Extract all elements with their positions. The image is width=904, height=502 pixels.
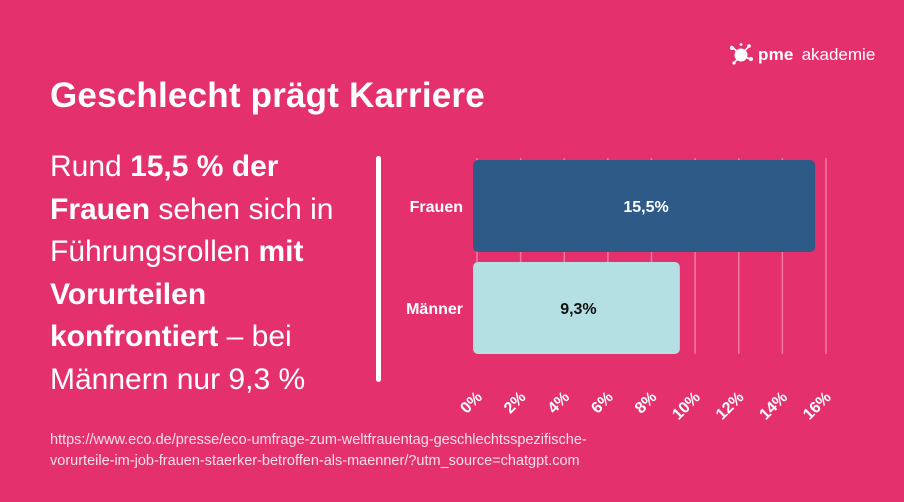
statement-part-2: sehen sich in Führungsrollen bbox=[50, 192, 334, 269]
statement-part-1: Rund bbox=[50, 150, 131, 183]
source-line-2: vorurteile-im-job-frauen-staerker-betrof… bbox=[50, 453, 580, 469]
tick-label-14: 14% bbox=[757, 389, 792, 420]
tick-label-10: 10% bbox=[669, 389, 704, 420]
statement-bold-2: mit Vorurteilen konfrontiert bbox=[50, 235, 304, 353]
data-label-frauen: 15,5% bbox=[623, 199, 668, 216]
category-label-frauen: Frauen bbox=[410, 199, 463, 216]
data-label-maenner: 9,3% bbox=[560, 301, 596, 318]
page-title: Geschlecht prägt Karriere bbox=[50, 76, 485, 115]
tick-label-4: 4% bbox=[545, 389, 573, 417]
category-label-maenner: Männer bbox=[406, 301, 463, 318]
source-citation: https://www.eco.de/presse/eco-umfrage-zu… bbox=[50, 430, 870, 472]
tick-label-12: 12% bbox=[713, 389, 748, 420]
tick-label-2: 2% bbox=[501, 389, 529, 417]
statement-text: Rund 15,5 % der Frauen sehen sich in Füh… bbox=[50, 146, 370, 401]
bar-frauen bbox=[473, 160, 816, 252]
brand-logo: pme akademie bbox=[728, 42, 875, 68]
tick-label-6: 6% bbox=[588, 389, 616, 417]
bar-chart: Frauen 15,5% Männer 9,3% 0% 2% 4% 6% 8% 10% 12% 14%… bbox=[406, 158, 835, 420]
statement-bold-1: 15,5 % der Frauen bbox=[50, 150, 279, 226]
tick-label-0: 0% bbox=[457, 389, 485, 417]
vertical-divider bbox=[376, 156, 381, 382]
splash-logo-icon bbox=[730, 43, 753, 65]
logo-name: akademie bbox=[801, 45, 876, 64]
source-line-1: https://www.eco.de/presse/eco-umfrage-zu… bbox=[50, 432, 587, 448]
statement-part-3: – bei Männern nur 9,3 % bbox=[50, 320, 306, 396]
logo-brand: pme bbox=[758, 45, 794, 64]
tick-label-8: 8% bbox=[632, 389, 660, 417]
tick-label-16: 16% bbox=[800, 389, 835, 420]
bar-maenner bbox=[473, 262, 680, 354]
